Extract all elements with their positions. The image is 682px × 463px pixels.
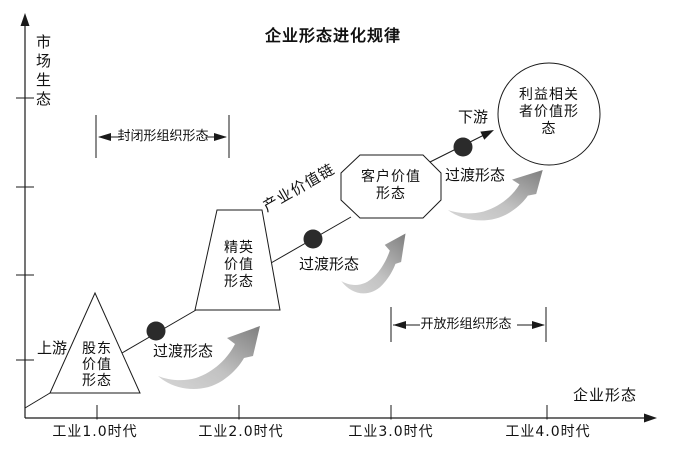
trapezoid-elite-label: 精英 价值 形态 <box>224 240 254 290</box>
x-tick-label-industry-2: 工业2.0时代 <box>198 424 284 440</box>
downstream-label: 下游 <box>457 108 489 126</box>
x-tick-label-industry-3: 工业3.0时代 <box>348 424 434 440</box>
closed-bracket-left-arrow-icon <box>98 133 111 141</box>
value-chain-segment-1 <box>24 392 51 409</box>
x-tick-label-industry-4: 工业4.0时代 <box>505 424 591 440</box>
y-axis-arrow-icon <box>20 13 30 26</box>
triangle-shareholder-label: 股东 价值 形态 <box>82 341 112 389</box>
diagram-title: 企业形态进化规律 <box>264 26 402 45</box>
transition-dot-1 <box>146 321 166 341</box>
x-tick-label-industry-1: 工业1.0时代 <box>52 424 138 440</box>
triangle-shareholder-shape <box>49 291 141 394</box>
circle-stakeholder-label: 利益相关 者价值形 态 <box>519 87 579 137</box>
transition-label-2: 过渡形态 <box>298 255 360 273</box>
trapezoid-elite-shape <box>194 209 281 311</box>
closed-organization-label: 封闭形组织形态 <box>117 129 209 144</box>
open-organization-label: 开放形组织形态 <box>420 317 512 332</box>
upstream-label: 上游 <box>36 339 68 357</box>
transition-dot-3 <box>453 137 473 157</box>
octagon-customer-shape <box>340 154 442 219</box>
transition-label-1: 过渡形态 <box>152 342 214 360</box>
transition-dot-2 <box>303 229 323 249</box>
closed-bracket-right-arrow-icon <box>214 133 227 141</box>
circle-stakeholder-shape <box>497 62 601 166</box>
open-bracket-right-arrow-icon <box>532 321 545 329</box>
open-bracket-left-arrow-icon <box>393 321 406 329</box>
x-axis-arrow-icon <box>644 413 657 423</box>
y-axis-label: 市 场 生 态 <box>36 33 52 108</box>
x-axis-label: 企业形态 <box>572 386 638 404</box>
transition-label-3: 过渡形态 <box>444 166 506 184</box>
value-chain-arrow-icon <box>480 130 494 140</box>
octagon-customer-label: 客户价值 形态 <box>361 169 421 202</box>
